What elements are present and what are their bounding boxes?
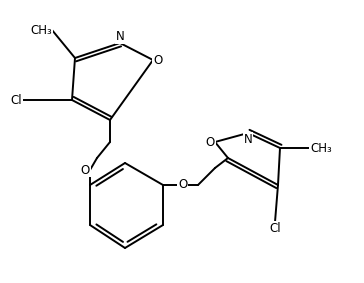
- Text: Cl: Cl: [11, 93, 22, 106]
- Text: CH₃: CH₃: [310, 142, 332, 155]
- Text: N: N: [116, 30, 124, 43]
- Text: O: O: [81, 164, 90, 177]
- Text: N: N: [244, 133, 252, 146]
- Text: CH₃: CH₃: [30, 23, 52, 37]
- Text: O: O: [178, 179, 187, 192]
- Text: O: O: [153, 53, 162, 67]
- Text: O: O: [206, 136, 215, 149]
- Text: Cl: Cl: [269, 222, 281, 235]
